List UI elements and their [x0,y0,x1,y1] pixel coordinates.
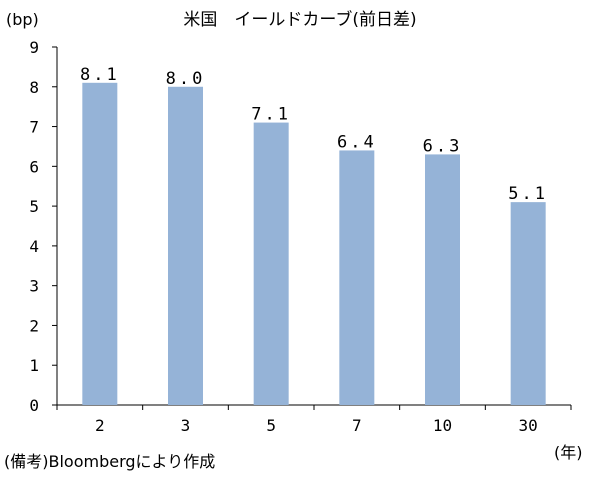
y-tick-label: 3 [29,277,39,296]
bar [82,82,118,406]
data-label: 8.1 [80,65,120,85]
source-note: (備考)Bloombergにより作成 [4,452,215,471]
bar [168,86,203,406]
data-label: 7.1 [251,105,291,125]
y-tick-label: 6 [29,157,39,176]
y-tick-label: 8 [29,78,39,97]
y-axis-unit-label: (bp) [6,10,39,29]
bar [510,202,546,405]
x-tick-label: 30 [519,416,538,435]
y-tick-label: 0 [29,396,39,415]
x-tick-label: 7 [352,416,362,435]
y-tick-label: 9 [29,38,39,57]
x-axis-unit-label: (年) [554,443,583,462]
x-tick-label: 10 [433,416,452,435]
bar [339,150,375,405]
data-label: 5.1 [508,184,548,204]
bar [253,122,289,406]
y-tick-label: 5 [29,197,39,216]
bar [425,154,460,405]
plot-area: 0 1 2 3 4 5 6 7 8 9 8.1 2 8.0 3 7.1 5 6.4 7 6.3 10 5.1 30 [29,38,572,435]
x-tick-label: 2 [95,416,105,435]
data-label: 6.4 [337,132,377,152]
x-tick-label: 3 [181,416,191,435]
chart-title: 米国 イールドカーブ(前日差) [183,9,416,30]
y-tick-label: 4 [29,237,39,256]
data-label: 6.3 [423,136,463,156]
data-label: 8.0 [166,69,206,89]
y-tick-label: 7 [29,118,39,137]
y-tick-label: 2 [29,316,39,335]
y-tick-label: 1 [29,356,39,375]
x-tick-label: 5 [266,416,276,435]
